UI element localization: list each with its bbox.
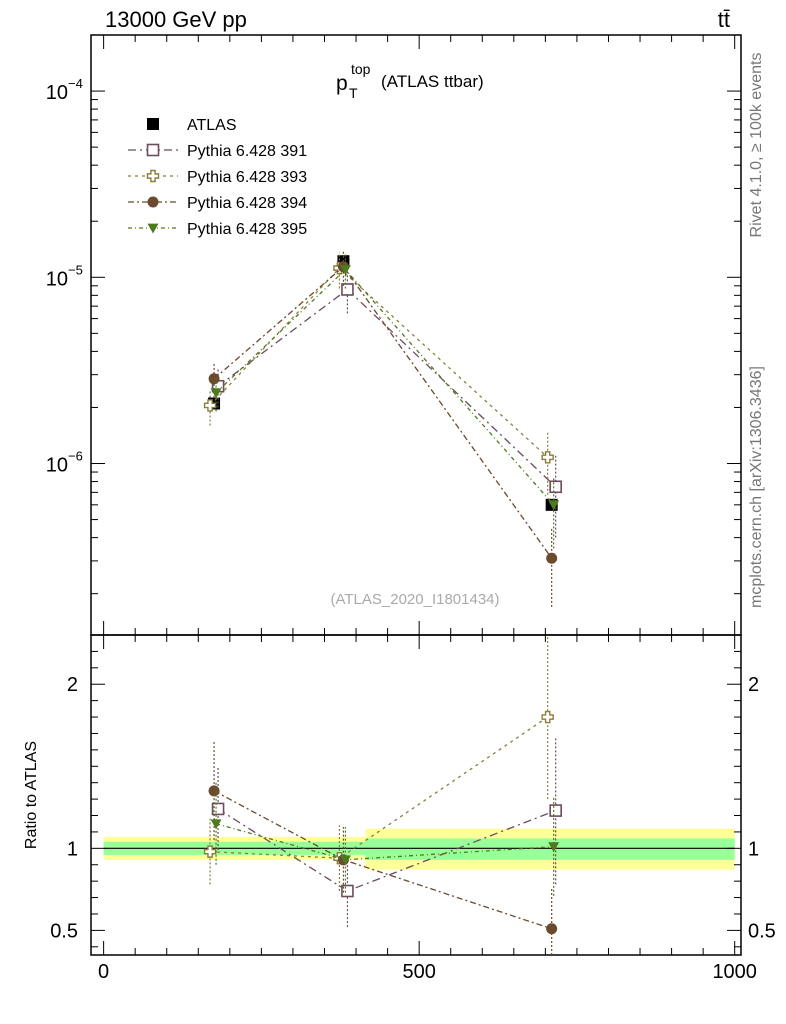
ratio-point <box>341 884 354 898</box>
plot-title-rest: (ATLAS ttbar) <box>381 72 484 91</box>
data-point <box>546 552 558 564</box>
data-point <box>549 480 562 494</box>
series-line <box>215 268 555 506</box>
ratio-point <box>203 845 217 858</box>
ratio-point <box>549 804 562 817</box>
series-pythia-6-428-393 <box>203 251 554 495</box>
uncertainty-band-green <box>365 838 735 860</box>
energy-label: 13000 GeV pp <box>105 7 247 32</box>
ratio-ytick-label: 2 <box>67 674 78 696</box>
main-ytick-label: 10 <box>46 82 68 104</box>
legend-marker <box>147 196 159 208</box>
legend: ATLAS Pythia 6.428 391 Pythia 6.428 393 Pyt… <box>128 117 307 238</box>
main-ytick-exponent: −6 <box>68 449 83 464</box>
ratio-point <box>541 710 554 724</box>
legend-label: Pythia 6.428 393 <box>187 169 307 186</box>
main-ytick-label: 10 <box>46 455 68 477</box>
legend-label: Pythia 6.428 395 <box>187 221 307 238</box>
legend-marker <box>147 223 159 234</box>
ratio-ytick-label-right: 0.5 <box>748 920 776 942</box>
ratio-point <box>208 785 220 797</box>
ratio-xtick-label: 1000 <box>712 961 757 983</box>
ratio-point <box>548 842 560 853</box>
ratio-point <box>211 802 225 816</box>
plot-title-main: p <box>336 72 348 95</box>
legend-label: ATLAS <box>187 117 237 134</box>
legend-label: Pythia 6.428 391 <box>187 143 307 160</box>
mcplots-label: mcplots.cern.ch [arXiv:1306.3436] <box>748 366 765 608</box>
ratio-xtick-label: 500 <box>402 961 435 983</box>
data-point <box>203 399 217 412</box>
data-point <box>341 283 354 296</box>
ratio-point <box>339 855 351 866</box>
ratio-ytick-label-right: 2 <box>748 674 759 696</box>
analysis-tag: (ATLAS_2020_I1801434) <box>330 591 499 608</box>
ratio-ylabel: Ratio to ATLAS <box>23 741 40 849</box>
process-label: tt̄ <box>718 7 730 32</box>
ratio-point <box>210 819 222 830</box>
legend-label: Pythia 6.428 394 <box>187 195 307 212</box>
data-point <box>339 265 351 276</box>
ratio-ytick-label: 1 <box>67 838 78 860</box>
main-ytick-exponent: −4 <box>68 76 83 91</box>
data-point <box>210 388 222 399</box>
main-ytick-exponent: −5 <box>68 262 83 277</box>
legend-marker <box>146 143 160 157</box>
series-pythia-6-428-394 <box>208 251 558 607</box>
series-line <box>213 265 553 559</box>
ratio-panel: 0.5 0.5 1 1 2 2 0 500 1000 Ratio to ATLAS <box>23 634 776 983</box>
ratio-line <box>210 716 549 859</box>
ratio-ytick-label-right: 1 <box>748 838 759 860</box>
legend-marker <box>147 118 159 130</box>
series-line <box>209 267 549 458</box>
ratio-frame <box>90 634 742 956</box>
data-point <box>541 451 554 464</box>
rivet-label: Rivet 4.1.0, ≥ 100k events <box>748 53 765 238</box>
ratio-series-pythia-6-428-391 <box>211 736 562 928</box>
series-pythia-6-428-395 <box>210 254 560 549</box>
series-line <box>217 288 557 488</box>
legend-marker <box>146 169 160 183</box>
series-atlas <box>208 255 558 511</box>
data-point <box>208 373 220 385</box>
ratio-point <box>546 923 558 935</box>
main-ytick-label: 10 <box>46 268 68 290</box>
main-panel: p top T (ATLAS ttbar) (ATLAS_2020_I18014… <box>46 34 742 636</box>
ratio-ytick-label: 0.5 <box>50 920 78 942</box>
ratio-series-pythia-6-428-395 <box>210 782 560 896</box>
plot-title-sup: top <box>351 61 371 77</box>
plot-title-sub: T <box>349 85 358 101</box>
ratio-xtick-label: 0 <box>98 961 109 983</box>
data-point <box>548 500 560 511</box>
